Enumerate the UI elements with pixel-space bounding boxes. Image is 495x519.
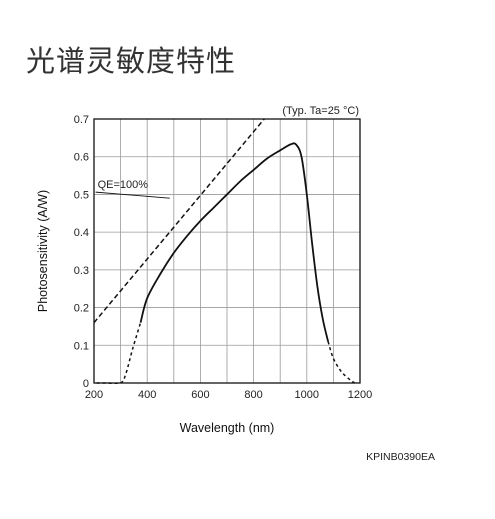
- y-tick-labels: 0 0.1 0.2 0.3 0.4 0.5 0.6 0.7: [74, 114, 89, 390]
- series-line-2: [139, 142, 329, 342]
- series-line-4: [327, 341, 356, 384]
- y-tick-label: 0.6: [74, 152, 89, 164]
- y-tick-label: 0.7: [74, 114, 89, 126]
- x-tick-label: 600: [191, 389, 209, 401]
- figure-code-label: KPINB0390EA: [366, 451, 435, 463]
- page-title: 光谱灵敏度特性: [26, 44, 237, 78]
- x-tick-label: 1000: [295, 389, 319, 401]
- annotations: QE=100%: [95, 179, 170, 199]
- y-tick-label: 0.1: [74, 340, 89, 352]
- y-tick-label: 0: [83, 378, 89, 390]
- annotation-label: QE=100%: [98, 179, 149, 191]
- x-tick-label: 200: [85, 389, 103, 401]
- x-tick-label: 400: [138, 389, 156, 401]
- y-tick-label: 0.3: [74, 265, 89, 277]
- y-tick-label: 0.5: [74, 189, 89, 201]
- x-tick-label: 1200: [348, 389, 372, 401]
- y-tick-label: 0.2: [74, 303, 89, 315]
- x-tick-label: 800: [244, 389, 262, 401]
- x-tick-labels: 200 400 600 800 1000 1200: [85, 389, 372, 401]
- x-axis-label: Wavelength (nm): [180, 421, 275, 435]
- series-line-3: [96, 322, 142, 384]
- y-tick-label: 0.4: [74, 227, 89, 239]
- series-line-1: [94, 119, 265, 324]
- condition-label: (Typ. Ta=25 °C): [282, 105, 359, 117]
- annotation-leader-line: [95, 191, 170, 199]
- plot-frame: [93, 118, 361, 384]
- y-axis-label: Photosensitivity (A/W): [36, 190, 50, 312]
- series-group: [94, 119, 356, 384]
